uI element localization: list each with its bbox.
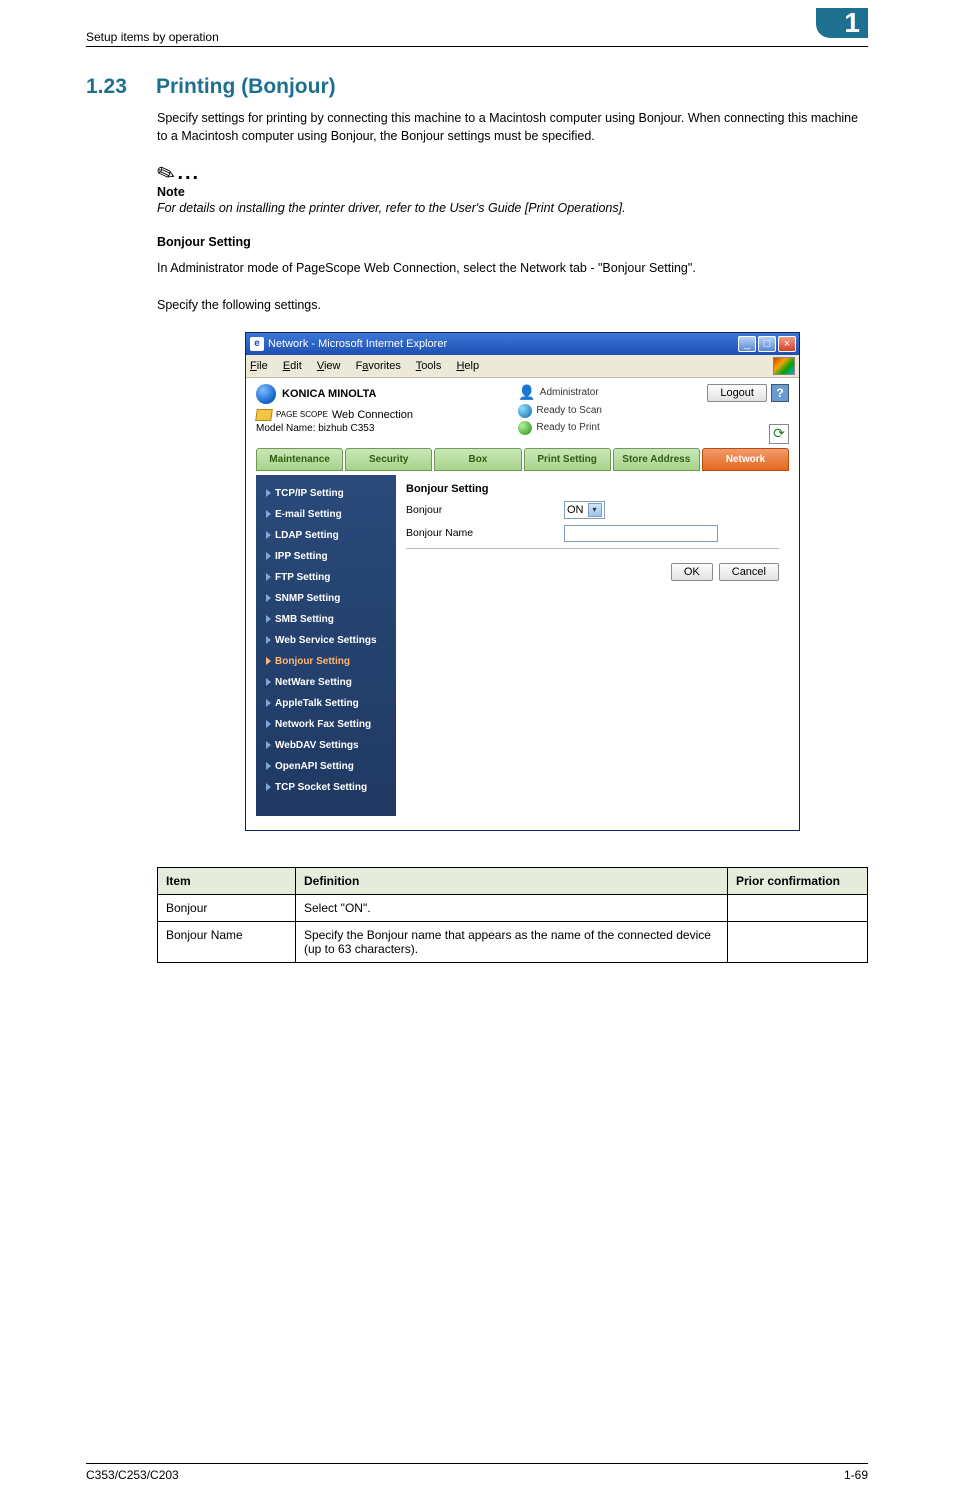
- brand-logo: KONICA MINOLTA: [282, 388, 377, 400]
- note-label: Note: [157, 185, 868, 199]
- admin-label: Administrator: [540, 387, 599, 398]
- definition-table: Item Definition Prior confirmation Bonjo…: [157, 867, 868, 963]
- table-header-definition: Definition: [296, 867, 728, 894]
- tab-maintenance[interactable]: Maintenance: [256, 448, 343, 471]
- menu-view[interactable]: View: [317, 360, 341, 372]
- help-button[interactable]: ?: [771, 384, 789, 402]
- sidebar-item-email[interactable]: E-mail Setting: [266, 504, 386, 525]
- print-status-icon: [518, 421, 532, 435]
- intro-paragraph: Specify settings for printing by connect…: [157, 109, 868, 145]
- sidebar-item-tcpsocket[interactable]: TCP Socket Setting: [266, 777, 386, 798]
- model-name: Model Name: bizhub C353: [256, 423, 413, 434]
- bonjour-name-input[interactable]: [564, 525, 718, 542]
- sidebar-item-snmp[interactable]: SNMP Setting: [266, 588, 386, 609]
- divider: [406, 548, 779, 549]
- table-header-prior: Prior confirmation: [728, 867, 868, 894]
- windows-flag-icon: [773, 357, 795, 375]
- section-title: Printing (Bonjour): [156, 75, 336, 98]
- menu-help[interactable]: Help: [456, 360, 479, 372]
- close-button[interactable]: ×: [778, 336, 796, 352]
- tab-box[interactable]: Box: [434, 448, 521, 471]
- tab-store-address[interactable]: Store Address: [613, 448, 700, 471]
- sidebar-item-smb[interactable]: SMB Setting: [266, 609, 386, 630]
- refresh-button[interactable]: ⟳: [769, 424, 789, 444]
- running-head-text: Setup items by operation: [86, 30, 219, 44]
- logout-button[interactable]: Logout: [707, 384, 767, 402]
- subheading: Bonjour Setting: [157, 235, 868, 249]
- note-dots: ...: [177, 163, 200, 183]
- web-connection-label: Web Connection: [332, 409, 413, 421]
- ok-button[interactable]: OK: [671, 563, 713, 581]
- sidebar: TCP/IP Setting E-mail Setting LDAP Setti…: [256, 475, 396, 816]
- note-text: For details on installing the printer dr…: [157, 199, 868, 217]
- sidebar-item-ldap[interactable]: LDAP Setting: [266, 525, 386, 546]
- sidebar-item-networkfax[interactable]: Network Fax Setting: [266, 714, 386, 735]
- bonjour-label: Bonjour: [406, 504, 564, 516]
- table-header-item: Item: [158, 867, 296, 894]
- pen-icon: ✎: [154, 161, 179, 188]
- table-cell: Bonjour Name: [158, 921, 296, 962]
- tab-print-setting[interactable]: Print Setting: [524, 448, 611, 471]
- chapter-badge: 1: [816, 8, 868, 38]
- sidebar-item-ftp[interactable]: FTP Setting: [266, 567, 386, 588]
- menu-file[interactable]: File: [250, 360, 268, 372]
- section-number: 1.23: [86, 75, 156, 99]
- paragraph-1: In Administrator mode of PageScope Web C…: [157, 259, 868, 277]
- admin-icon: 👤: [518, 384, 535, 401]
- sidebar-item-appletalk[interactable]: AppleTalk Setting: [266, 693, 386, 714]
- footer-left: C353/C253/C203: [86, 1468, 179, 1482]
- page-footer: C353/C253/C203 1-69: [86, 1463, 868, 1506]
- content-title: Bonjour Setting: [406, 483, 779, 495]
- section-heading: 1.23Printing (Bonjour): [86, 75, 868, 99]
- bonjour-name-label: Bonjour Name: [406, 527, 564, 539]
- table-cell: [728, 894, 868, 921]
- sidebar-item-ipp[interactable]: IPP Setting: [266, 546, 386, 567]
- menu-favorites[interactable]: Favorites: [356, 360, 401, 372]
- menu-bar: File Edit View Favorites Tools Help: [246, 355, 799, 378]
- table-cell: Bonjour: [158, 894, 296, 921]
- scan-status-icon: [518, 404, 532, 418]
- cancel-button[interactable]: Cancel: [719, 563, 779, 581]
- ie-icon: e: [250, 337, 264, 351]
- window-title: Network - Microsoft Internet Explorer: [268, 338, 447, 350]
- tab-network[interactable]: Network: [702, 448, 789, 471]
- ready-print: Ready to Print: [536, 422, 599, 433]
- sidebar-item-netware[interactable]: NetWare Setting: [266, 672, 386, 693]
- sidebar-item-tcpip[interactable]: TCP/IP Setting: [266, 483, 386, 504]
- maximize-button[interactable]: □: [758, 336, 776, 352]
- table-cell: [728, 921, 868, 962]
- chevron-down-icon: ▾: [588, 503, 602, 517]
- sidebar-item-webdav[interactable]: WebDAV Settings: [266, 735, 386, 756]
- table-cell: Specify the Bonjour name that appears as…: [296, 921, 728, 962]
- menu-edit[interactable]: Edit: [283, 360, 302, 372]
- screenshot: e Network - Microsoft Internet Explorer …: [245, 332, 868, 831]
- menu-tools[interactable]: Tools: [416, 360, 442, 372]
- table-row: Bonjour Select "ON".: [158, 894, 868, 921]
- footer-right: 1-69: [844, 1468, 868, 1482]
- minimize-button[interactable]: _: [738, 336, 756, 352]
- book-icon: [255, 409, 273, 421]
- ready-scan: Ready to Scan: [536, 405, 602, 416]
- bonjour-select[interactable]: ON ▾: [564, 501, 605, 519]
- sidebar-item-bonjour[interactable]: Bonjour Setting: [266, 651, 386, 672]
- table-cell: Select "ON".: [296, 894, 728, 921]
- pagescope-prefix: PAGE SCOPE: [276, 410, 328, 419]
- globe-icon: [256, 384, 276, 404]
- bonjour-select-value: ON: [567, 504, 584, 516]
- tab-security[interactable]: Security: [345, 448, 432, 471]
- sidebar-item-openapi[interactable]: OpenAPI Setting: [266, 756, 386, 777]
- paragraph-2: Specify the following settings.: [157, 296, 868, 314]
- window-titlebar: e Network - Microsoft Internet Explorer …: [246, 333, 799, 355]
- sidebar-item-webservice[interactable]: Web Service Settings: [266, 630, 386, 651]
- table-row: Bonjour Name Specify the Bonjour name th…: [158, 921, 868, 962]
- note-block: ✎ ... Note For details on installing the…: [157, 163, 868, 217]
